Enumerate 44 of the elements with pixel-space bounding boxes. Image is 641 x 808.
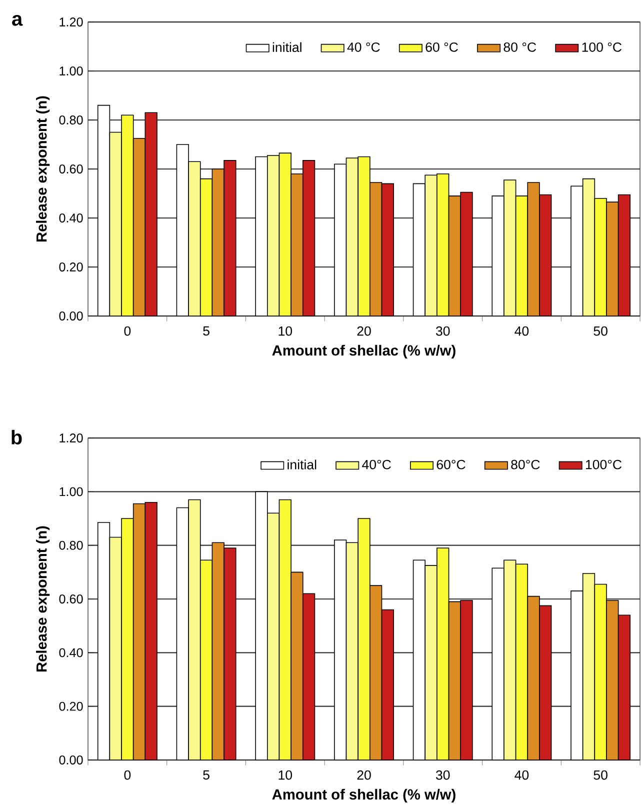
y-tick-label: 0.00 [59,312,84,320]
x-tick-label: 30 [436,770,450,780]
y-tick-label: 0.80 [59,116,84,124]
legend-label: 100°C [586,460,622,470]
legend-label: 80 °C [504,42,536,52]
x-tick-label: 50 [594,770,608,780]
x-axis-title: Amount of shellac (% w/w) [272,788,456,802]
x-tick-label: 40 [514,326,529,336]
y-tick-label: 0.60 [59,164,84,174]
legend-label: 40 °C [348,42,380,52]
x-tick-label: 0 [124,326,131,336]
y-tick-label: 0.00 [59,756,84,764]
y-tick-label: 1.00 [60,66,84,76]
x-tick-label: 5 [203,326,210,336]
x-tick-label: 10 [279,770,292,780]
legend-label: initial [288,460,316,470]
text: b [12,430,22,444]
y-tick-label: 0.40 [59,648,84,658]
y-tick-label: 0.20 [59,262,84,272]
x-tick-label: 40 [514,770,529,780]
y-axis-title: Release exponent (n) [36,526,50,672]
y-tick-label: 0.80 [59,540,84,550]
x-tick-label: 20 [358,770,372,780]
x-tick-label: 20 [358,326,372,336]
y-tick-label: 0.40 [59,214,84,222]
y-tick-label: 1.20 [60,434,84,442]
x-tick-label: 50 [594,326,608,336]
y-axis-title: Release exponent (n) [36,96,50,242]
text: a [12,14,23,26]
legend-label: initial [273,42,302,52]
y-tick-label: 1.00 [60,487,84,496]
y-tick-label: 0.60 [59,594,84,604]
y-tick-label: 1.20 [60,18,84,26]
x-axis-title: Amount of shellac (% w/w) [272,344,456,358]
legend-label: 60 °C [426,42,458,52]
legend-label: 80°C [511,460,540,470]
x-tick-label: 10 [279,326,292,336]
x-tick-label: 0 [124,770,131,780]
legend-label: 40°C [362,460,392,470]
legend-label: 60°C [437,460,466,470]
y-tick-label: 0.20 [59,702,84,711]
x-tick-label: 5 [203,770,210,780]
x-tick-label: 30 [436,326,450,336]
legend-label: 100 °C [582,42,622,52]
